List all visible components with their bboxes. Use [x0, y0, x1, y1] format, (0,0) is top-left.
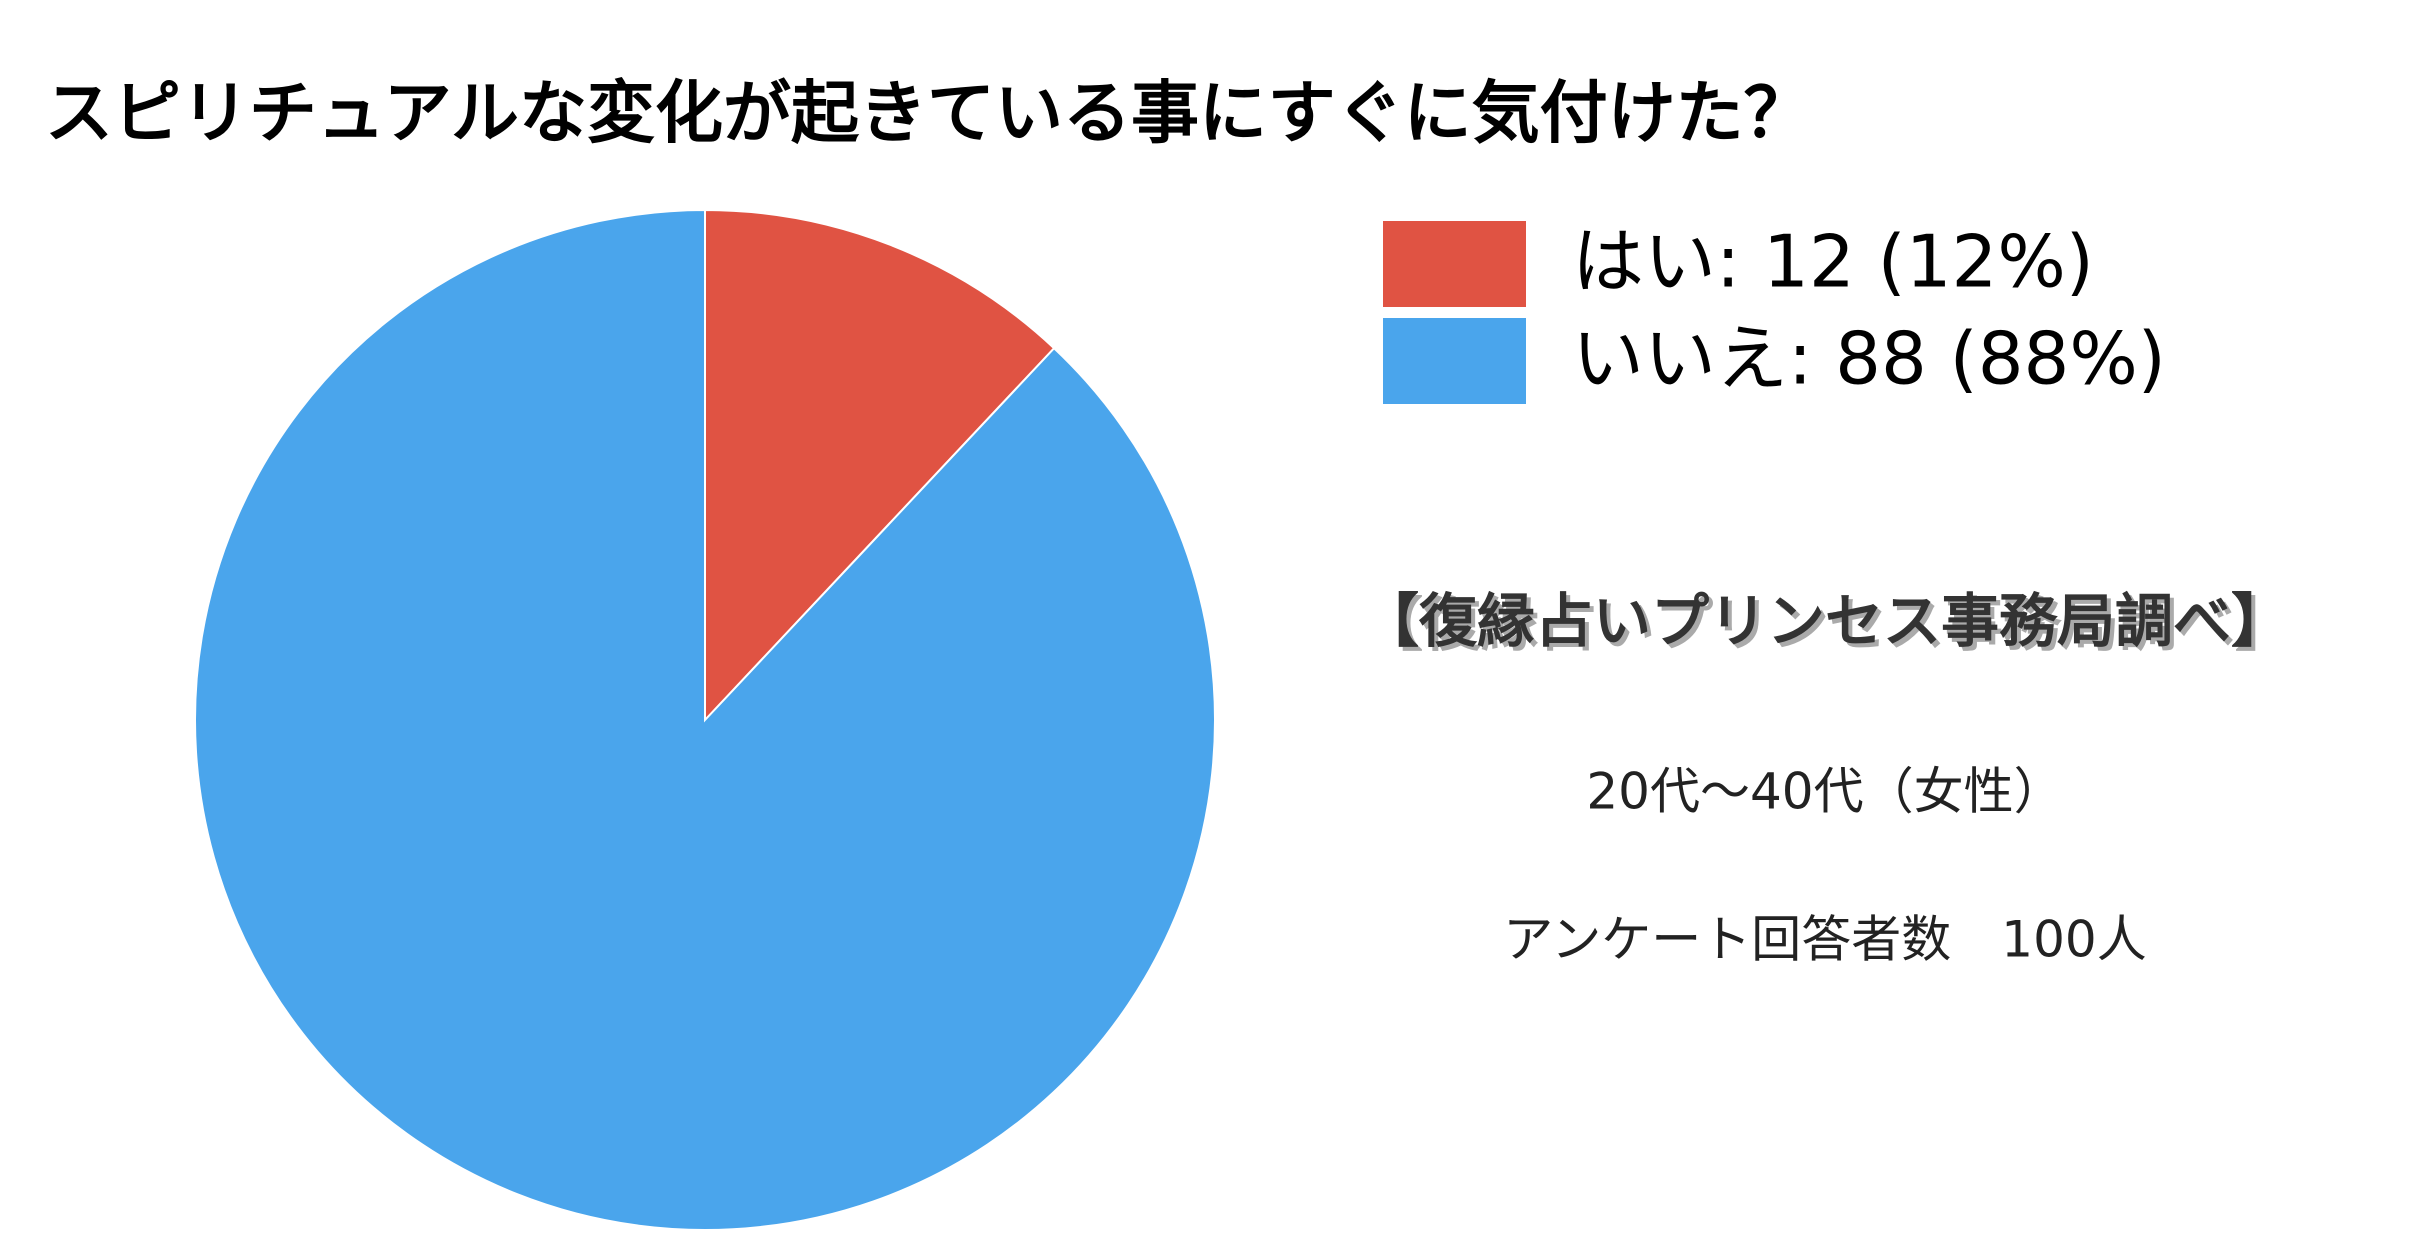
annotation: 20代〜40代（女性）	[1586, 763, 2063, 821]
annotation: アンケート回答者数 100人	[1503, 911, 2146, 969]
pie-slice	[194, 208, 1216, 1231]
pie-slice	[704, 208, 1056, 723]
chart-title: スピリチュアルな変化が起きている事にすぐに気付けた？	[45, 75, 1812, 154]
annotation-shadow: 【復縁占いプリンセス事務局調べ】	[1365, 591, 2293, 659]
legend-label: いいえ: 88 (88%)	[1572, 317, 2166, 401]
legend-swatch	[1383, 318, 1526, 404]
legend-swatch	[1383, 221, 1526, 307]
annotation: 【復縁占いプリンセス事務局調べ】	[1361, 587, 2289, 655]
legend-label: はい: 12 (12%)	[1572, 220, 2094, 304]
